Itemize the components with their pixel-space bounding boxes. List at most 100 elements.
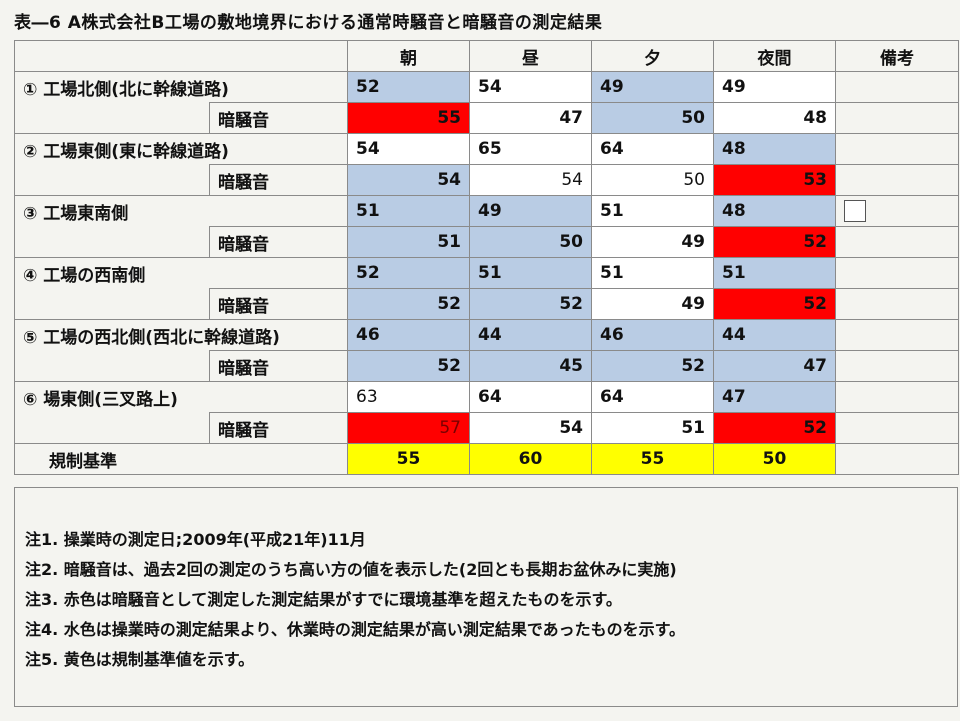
value-cell: 52 xyxy=(713,288,836,320)
col-header-remarks: 備考 xyxy=(835,40,959,72)
value-cell: 51 xyxy=(591,195,714,227)
value-cell: 51 xyxy=(347,195,470,227)
table-row: 暗騒音 52 45 52 47 xyxy=(14,350,959,382)
value-cell: 46 xyxy=(347,319,470,351)
value-cell: 54 xyxy=(469,164,592,196)
remarks-cell xyxy=(835,164,959,196)
location-label: ③ 工場東南側 xyxy=(14,195,348,227)
table-title: 表―6 A株式会社B工場の敷地境界における通常時騒音と暗騒音の測定結果 xyxy=(14,13,603,33)
notes-section: 注1. 操業時の測定日;2009年(平成21年)11月 注2. 暗騒音は、過去2… xyxy=(14,487,958,707)
header-blank xyxy=(14,40,348,72)
value-cell: 50 xyxy=(591,102,714,134)
value-cell: 54 xyxy=(469,412,592,444)
background-noise-label: 暗騒音 xyxy=(209,164,348,196)
value-cell: 44 xyxy=(469,319,592,351)
col-header-morning: 朝 xyxy=(347,40,470,72)
note-5: 注5. 黄色は規制基準値を示す。 xyxy=(25,650,255,669)
header-row: 朝 昼 夕 夜間 備考 xyxy=(14,40,959,72)
value-cell: 49 xyxy=(591,226,714,258)
blank-cell xyxy=(14,102,210,134)
remarks-cell xyxy=(835,71,959,103)
value-cell: 65 xyxy=(469,133,592,165)
value-cell: 49 xyxy=(591,71,714,103)
remarks-cell xyxy=(835,319,959,351)
table-row: ② 工場東側(東に幹線道路) 54 65 64 48 xyxy=(14,133,959,165)
value-cell: 51 xyxy=(591,412,714,444)
value-cell: 44 xyxy=(713,319,836,351)
remarks-cell xyxy=(835,350,959,382)
table-row: ⑥ 場東側(三叉路上) 63 64 64 47 xyxy=(14,381,959,413)
location-label: ① 工場北側(北に幹線道路) xyxy=(14,71,348,103)
value-cell: 54 xyxy=(347,133,470,165)
standard-value: 50 xyxy=(713,443,836,475)
value-cell: 48 xyxy=(713,195,836,227)
value-cell: 47 xyxy=(713,381,836,413)
value-cell: 52 xyxy=(347,257,470,289)
table-row: 暗騒音 55 47 50 48 xyxy=(14,102,959,134)
value-cell: 51 xyxy=(469,257,592,289)
blank-cell xyxy=(14,164,210,196)
value-cell: 45 xyxy=(469,350,592,382)
background-noise-label: 暗騒音 xyxy=(209,350,348,382)
note-4: 注4. 水色は操業時の測定結果より、休業時の測定結果が高い測定結果であったものを… xyxy=(25,620,686,639)
value-cell: 52 xyxy=(713,226,836,258)
background-noise-label: 暗騒音 xyxy=(209,412,348,444)
blank-cell xyxy=(14,412,210,444)
value-cell: 50 xyxy=(591,164,714,196)
value-cell: 50 xyxy=(469,226,592,258)
remarks-cell xyxy=(835,288,959,320)
note-3: 注3. 赤色は暗騒音として測定した測定結果がすでに環境基準を超えたものを示す。 xyxy=(25,590,622,609)
standard-value: 60 xyxy=(469,443,592,475)
remarks-cell xyxy=(835,195,959,227)
checkbox-icon xyxy=(844,200,866,222)
blank-cell xyxy=(14,288,210,320)
value-cell: 48 xyxy=(713,102,836,134)
table-row: 暗騒音 51 50 49 52 xyxy=(14,226,959,258)
location-label: ② 工場東側(東に幹線道路) xyxy=(14,133,348,165)
value-cell: 64 xyxy=(591,381,714,413)
value-cell: 47 xyxy=(469,102,592,134)
standard-value: 55 xyxy=(347,443,470,475)
table-row: ④ 工場の西南側 52 51 51 51 xyxy=(14,257,959,289)
table-row: ① 工場北側(北に幹線道路) 52 54 49 49 xyxy=(14,71,959,103)
location-label: ⑥ 場東側(三叉路上) xyxy=(14,381,348,413)
value-cell: 51 xyxy=(713,257,836,289)
table-row: 暗騒音 57 54 51 52 xyxy=(14,412,959,444)
col-header-evening: 夕 xyxy=(591,40,714,72)
col-header-noon: 昼 xyxy=(469,40,592,72)
note-1: 注1. 操業時の測定日;2009年(平成21年)11月 xyxy=(25,530,366,549)
table-row: 暗騒音 52 52 49 52 xyxy=(14,288,959,320)
blank-cell xyxy=(14,350,210,382)
note-2: 注2. 暗騒音は、過去2回の測定のうち高い方の値を表示した(2回とも長期お盆休み… xyxy=(25,560,677,579)
value-cell: 49 xyxy=(469,195,592,227)
value-cell: 63 xyxy=(347,381,470,413)
table-row: ③ 工場東南側 51 49 51 48 xyxy=(14,195,959,227)
value-cell: 54 xyxy=(469,71,592,103)
value-cell: 47 xyxy=(713,350,836,382)
background-noise-label: 暗騒音 xyxy=(209,102,348,134)
remarks-cell xyxy=(835,133,959,165)
value-cell: 57 xyxy=(347,412,470,444)
background-noise-label: 暗騒音 xyxy=(209,226,348,258)
table-row: 暗騒音 54 54 50 53 xyxy=(14,164,959,196)
remarks-cell xyxy=(835,226,959,258)
col-header-night: 夜間 xyxy=(713,40,836,72)
remarks-cell xyxy=(835,443,959,475)
value-cell: 64 xyxy=(591,133,714,165)
value-cell: 52 xyxy=(469,288,592,320)
location-label: ④ 工場の西南側 xyxy=(14,257,348,289)
remarks-cell xyxy=(835,381,959,413)
value-cell: 55 xyxy=(347,102,470,134)
value-cell: 52 xyxy=(347,288,470,320)
measurement-table: 朝 昼 夕 夜間 備考 ① 工場北側(北に幹線道路) 52 54 49 49 暗… xyxy=(14,40,959,475)
background-noise-label: 暗騒音 xyxy=(209,288,348,320)
value-cell: 51 xyxy=(591,257,714,289)
value-cell: 52 xyxy=(347,71,470,103)
value-cell: 52 xyxy=(347,350,470,382)
table-row: ⑤ 工場の西北側(西北に幹線道路) 46 44 46 44 xyxy=(14,319,959,351)
value-cell: 49 xyxy=(591,288,714,320)
value-cell: 52 xyxy=(591,350,714,382)
blank-cell xyxy=(14,226,210,258)
location-label: ⑤ 工場の西北側(西北に幹線道路) xyxy=(14,319,348,351)
standard-label: 規制基準 xyxy=(14,443,348,475)
